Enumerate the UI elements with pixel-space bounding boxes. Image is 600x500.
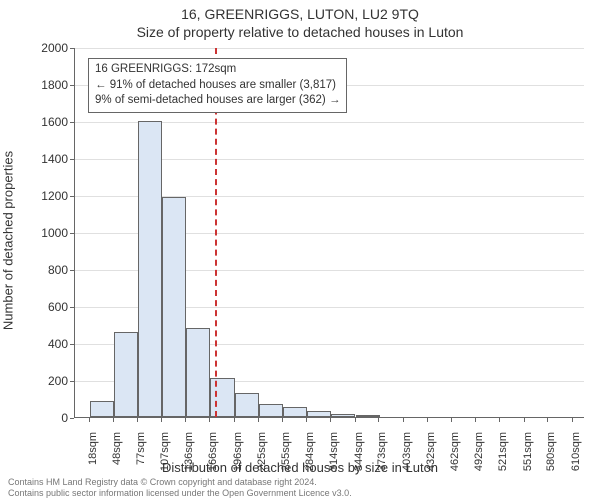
x-tick-label: 136sqm [183, 432, 195, 492]
legend-box: 16 GREENRIGGS: 172sqm ← 91% of detached … [88, 58, 347, 113]
histogram-bar [114, 332, 138, 417]
y-tick-mark [70, 418, 74, 419]
footer-line-1: Contains HM Land Registry data © Crown c… [8, 477, 352, 487]
y-tick-label: 1800 [8, 78, 68, 92]
y-tick-mark [70, 307, 74, 308]
histogram-bar [138, 121, 162, 417]
x-tick-mark [330, 418, 331, 422]
x-tick-mark [161, 418, 162, 422]
legend-line-property: 16 GREENRIGGS: 172sqm [95, 62, 340, 78]
x-tick-label: 255sqm [280, 432, 292, 492]
x-tick-mark [499, 418, 500, 422]
histogram-bar [210, 378, 234, 417]
y-tick-mark [70, 196, 74, 197]
y-tick-mark [70, 122, 74, 123]
y-tick-label: 600 [8, 300, 68, 314]
x-tick-mark [282, 418, 283, 422]
legend-line-smaller: ← 91% of detached houses are smaller (3,… [95, 78, 340, 94]
x-tick-mark [113, 418, 114, 422]
x-tick-label: 403sqm [401, 432, 413, 492]
y-tick-label: 400 [8, 337, 68, 351]
page-title: 16, GREENRIGGS, LUTON, LU2 9TQ [0, 6, 600, 22]
histogram-bar [356, 415, 380, 417]
x-tick-mark [306, 418, 307, 422]
x-tick-label: 107sqm [159, 432, 171, 492]
y-tick-mark [70, 233, 74, 234]
y-tick-label: 1400 [8, 152, 68, 166]
y-tick-label: 2000 [8, 41, 68, 55]
histogram-bar [259, 404, 283, 417]
gridline [75, 48, 584, 49]
x-tick-label: 580sqm [545, 432, 557, 492]
x-tick-mark [89, 418, 90, 422]
x-tick-mark [209, 418, 210, 422]
x-tick-mark [258, 418, 259, 422]
x-tick-label: 284sqm [304, 432, 316, 492]
x-tick-label: 344sqm [353, 432, 365, 492]
x-tick-mark [547, 418, 548, 422]
histogram-bar [162, 197, 186, 417]
x-tick-mark [355, 418, 356, 422]
x-tick-mark [403, 418, 404, 422]
x-tick-mark [451, 418, 452, 422]
x-tick-mark [572, 418, 573, 422]
y-tick-label: 800 [8, 263, 68, 277]
x-tick-label: 225sqm [256, 432, 268, 492]
attribution-footer: Contains HM Land Registry data © Crown c… [8, 477, 352, 498]
x-tick-mark [234, 418, 235, 422]
chart-subtitle: Size of property relative to detached ho… [0, 24, 600, 40]
histogram-bar [186, 328, 210, 417]
y-tick-mark [70, 85, 74, 86]
x-tick-label: 462sqm [449, 432, 461, 492]
x-tick-mark [524, 418, 525, 422]
x-tick-label: 610sqm [570, 432, 582, 492]
x-tick-label: 196sqm [232, 432, 244, 492]
histogram-bar [235, 393, 259, 417]
histogram-bar [307, 411, 331, 417]
x-tick-label: 373sqm [376, 432, 388, 492]
y-tick-label: 1000 [8, 226, 68, 240]
y-tick-label: 1200 [8, 189, 68, 203]
x-tick-mark [137, 418, 138, 422]
x-tick-label: 314sqm [328, 432, 340, 492]
y-tick-mark [70, 48, 74, 49]
x-tick-label: 166sqm [207, 432, 219, 492]
y-tick-mark [70, 270, 74, 271]
legend-line-larger: 9% of semi-detached houses are larger (3… [95, 93, 340, 109]
histogram-bar [331, 414, 355, 417]
y-tick-label: 0 [8, 411, 68, 425]
x-tick-label: 551sqm [522, 432, 534, 492]
histogram-bar [90, 401, 114, 417]
chart-container: 16, GREENRIGGS, LUTON, LU2 9TQ Size of p… [0, 0, 600, 500]
x-tick-mark [378, 418, 379, 422]
histogram-bar [283, 407, 307, 417]
x-tick-mark [185, 418, 186, 422]
y-tick-label: 200 [8, 374, 68, 388]
y-tick-label: 1600 [8, 115, 68, 129]
y-tick-mark [70, 344, 74, 345]
y-tick-mark [70, 381, 74, 382]
y-tick-mark [70, 159, 74, 160]
x-tick-label: 48sqm [111, 432, 123, 492]
x-tick-label: 492sqm [473, 432, 485, 492]
x-tick-label: 521sqm [497, 432, 509, 492]
x-tick-label: 432sqm [425, 432, 437, 492]
x-tick-mark [427, 418, 428, 422]
x-tick-label: 18sqm [87, 432, 99, 492]
footer-line-2: Contains public sector information licen… [8, 488, 352, 498]
x-tick-mark [475, 418, 476, 422]
x-tick-label: 77sqm [135, 432, 147, 492]
